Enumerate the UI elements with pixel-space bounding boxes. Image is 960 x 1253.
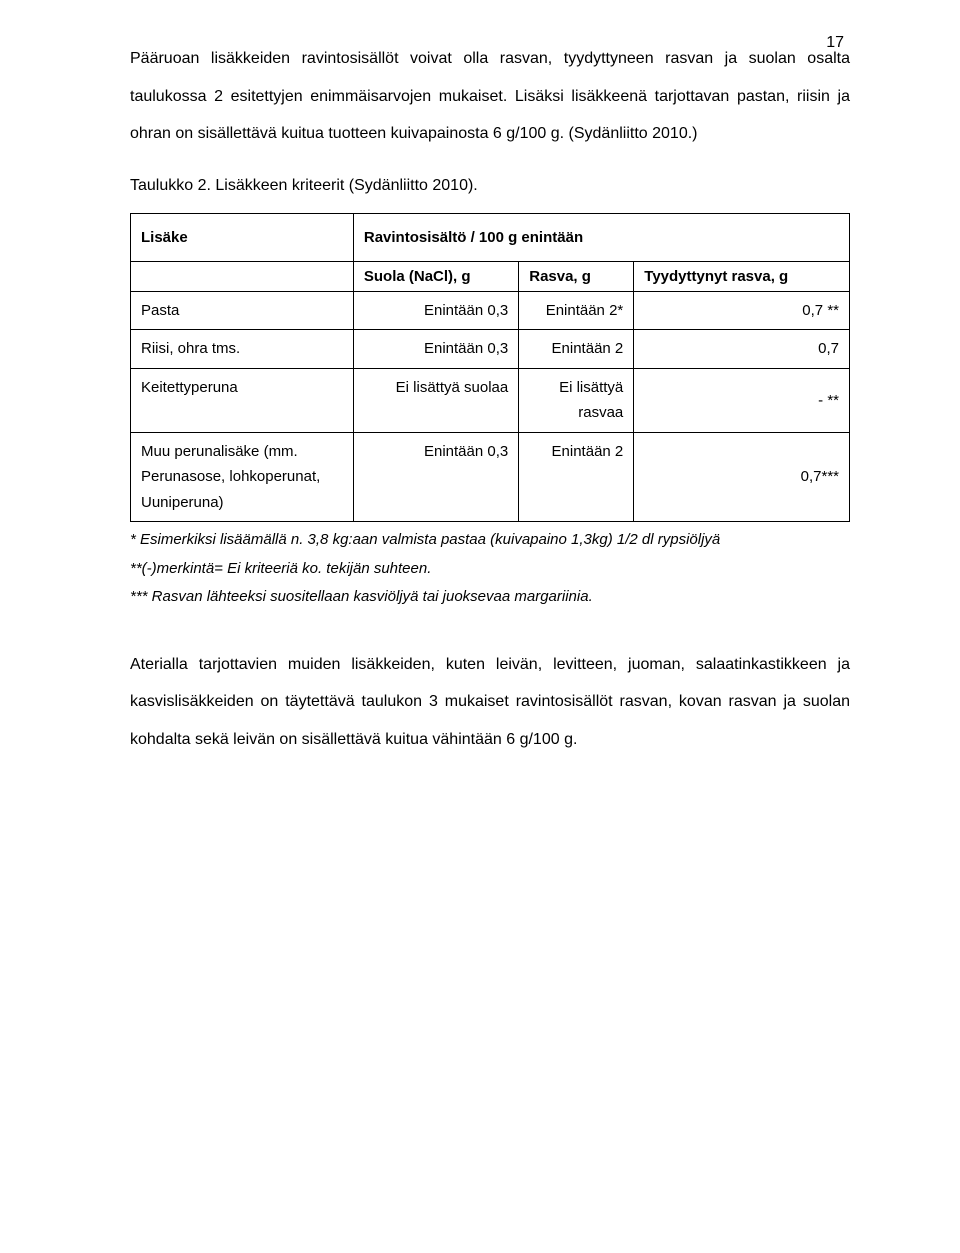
row-tyyd: 0,7 [634, 330, 850, 369]
paragraph-2: Aterialla tarjottavien muiden lisäkkeide… [130, 646, 850, 759]
header-rasva: Rasva, g [519, 261, 634, 291]
row-nacl: Enintään 0,3 [353, 432, 518, 522]
row-rasva: Ei lisättyä rasvaa [519, 368, 634, 432]
row-tyyd: 0,7*** [634, 432, 850, 522]
row-label: Pasta [131, 291, 354, 330]
table-row: Pasta Enintään 0,3 Enintään 2* 0,7 ** [131, 291, 850, 330]
row-label: Muu perunalisäke (mm. Perunasose, lohkop… [131, 432, 354, 522]
table-header-row-2: Suola (NaCl), g Rasva, g Tyydyttynyt ras… [131, 261, 850, 291]
footnote-1: * Esimerkiksi lisäämällä n. 3,8 kg:aan v… [130, 526, 850, 555]
row-tyyd: - ** [634, 368, 850, 432]
header-ravinto: Ravintosisältö / 100 g enintään [353, 213, 849, 261]
row-nacl: Ei lisättyä suolaa [353, 368, 518, 432]
header-empty [131, 261, 354, 291]
row-rasva: Enintään 2* [519, 291, 634, 330]
table-row: Riisi, ohra tms. Enintään 0,3 Enintään 2… [131, 330, 850, 369]
row-rasva: Enintään 2 [519, 330, 634, 369]
table-row: Keitettyperuna Ei lisättyä suolaa Ei lis… [131, 368, 850, 432]
table-header-row-1: Lisäke Ravintosisältö / 100 g enintään [131, 213, 850, 261]
page-number: 17 [826, 34, 844, 52]
criteria-table: Lisäke Ravintosisältö / 100 g enintään S… [130, 213, 850, 523]
table-caption: Taulukko 2. Lisäkkeen kriteerit (Sydänli… [130, 177, 850, 195]
header-tyyd: Tyydyttynyt rasva, g [634, 261, 850, 291]
table-row: Muu perunalisäke (mm. Perunasose, lohkop… [131, 432, 850, 522]
row-nacl: Enintään 0,3 [353, 330, 518, 369]
header-nacl: Suola (NaCl), g [353, 261, 518, 291]
footnote-3: *** Rasvan lähteeksi suositellaan kasviö… [130, 588, 593, 605]
header-lisake: Lisäke [131, 213, 354, 261]
footnote-2: **(-)merkintä= Ei kriteeriä ko. tekijän … [130, 555, 850, 584]
row-label: Riisi, ohra tms. [131, 330, 354, 369]
paragraph-1: Pääruoan lisäkkeiden ravintosisällöt voi… [130, 40, 850, 153]
page-number-label: 17 [826, 34, 844, 51]
row-tyyd: 0,7 ** [634, 291, 850, 330]
row-label: Keitettyperuna [131, 368, 354, 432]
row-nacl: Enintään 0,3 [353, 291, 518, 330]
row-rasva: Enintään 2 [519, 432, 634, 522]
footnotes: * Esimerkiksi lisäämällä n. 3,8 kg:aan v… [130, 526, 850, 612]
